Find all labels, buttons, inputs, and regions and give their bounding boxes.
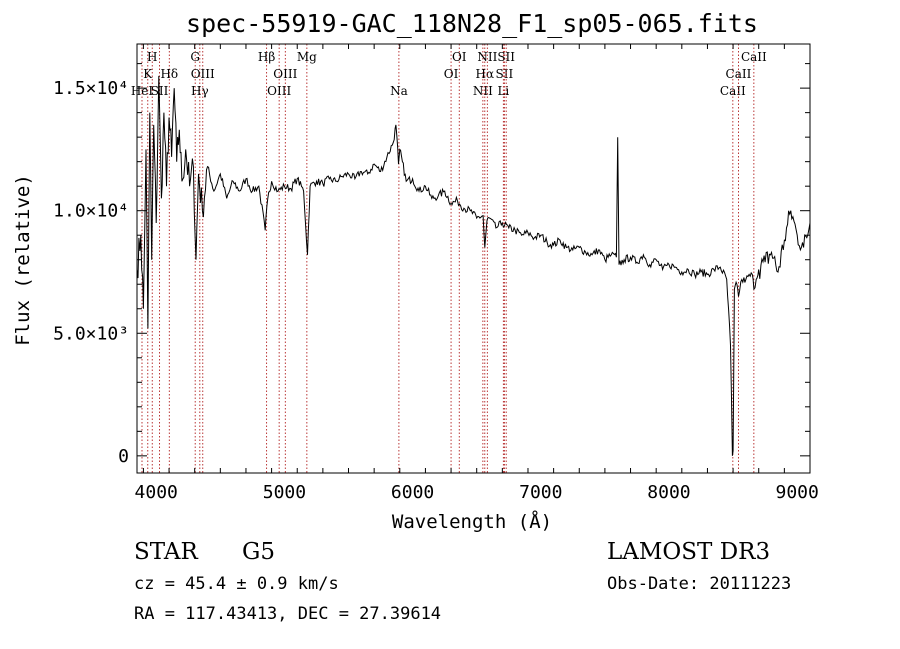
x-tick-label: 6000 bbox=[391, 482, 434, 503]
line-marker-label: K bbox=[143, 67, 153, 81]
line-marker-label: Hγ bbox=[191, 84, 209, 98]
line-marker-label: OIII bbox=[191, 67, 215, 81]
x-tick-label: 4000 bbox=[135, 482, 178, 503]
line-marker-label: SII bbox=[151, 84, 169, 98]
line-marker-label: OI bbox=[452, 50, 467, 64]
x-tick-label: 5000 bbox=[263, 482, 306, 503]
line-marker-label: NII bbox=[477, 50, 497, 64]
y-tick-label: 0 bbox=[118, 446, 129, 467]
axis-ticks: 4000 5000 6000 7000 8000 9000 0 5.0×10³ 1.0×10⁴ 1… bbox=[53, 44, 819, 503]
spectrum-line bbox=[136, 75, 811, 456]
line-marker-label: Na bbox=[390, 84, 408, 98]
y-tick-label: 1.0×10⁴ bbox=[53, 201, 129, 222]
chart-title: spec-55919-GAC_118N28_F1_sp05-065.fits bbox=[186, 9, 758, 38]
x-tick-label: 9000 bbox=[776, 482, 819, 503]
line-marker-label: H bbox=[147, 50, 157, 64]
line-marker-label: OIII bbox=[273, 67, 297, 81]
plot-frame bbox=[136, 43, 811, 474]
line-marker-label: SII bbox=[497, 50, 515, 64]
line-marker-label: Hα bbox=[475, 67, 494, 81]
line-marker-label: Li bbox=[497, 84, 509, 98]
line-marker-label: G bbox=[190, 50, 200, 64]
observation-date: Obs-Date: 20111223 bbox=[607, 574, 792, 594]
object-subclass: G5 bbox=[242, 539, 276, 565]
line-marker-label: Hδ bbox=[160, 67, 178, 81]
x-tick-label: 8000 bbox=[647, 482, 690, 503]
line-marker-label: SII bbox=[496, 67, 514, 81]
line-marker-label: OI bbox=[444, 67, 459, 81]
x-axis-label: Wavelength (Å) bbox=[392, 510, 552, 533]
object-class: STAR bbox=[134, 539, 198, 565]
line-marker-label: Mg bbox=[297, 50, 317, 64]
x-tick-label: 7000 bbox=[519, 482, 562, 503]
y-tick-label: 5.0×10³ bbox=[53, 323, 129, 344]
coordinates-readout: RA = 117.43413, DEC = 27.39614 bbox=[134, 604, 442, 624]
spectral-line-markers: HeIKHSIIHδGHγOIIIHβOIIIOIIIMgNaOIOINIIHα… bbox=[131, 44, 767, 473]
line-marker-label: CaII bbox=[726, 67, 752, 81]
y-tick-label: 1.5×10⁴ bbox=[53, 78, 129, 99]
line-marker-label: NII bbox=[473, 84, 493, 98]
line-marker-label: CaII bbox=[741, 50, 767, 64]
line-marker-label: Hβ bbox=[258, 50, 275, 64]
line-marker-label: CaII bbox=[720, 84, 746, 98]
y-axis-label: Flux (relative) bbox=[12, 174, 34, 346]
line-marker-label: OIII bbox=[267, 84, 291, 98]
survey-name: LAMOST DR3 bbox=[607, 539, 771, 565]
redshift-readout: cz = 45.4 ± 0.9 km/s bbox=[134, 574, 339, 594]
